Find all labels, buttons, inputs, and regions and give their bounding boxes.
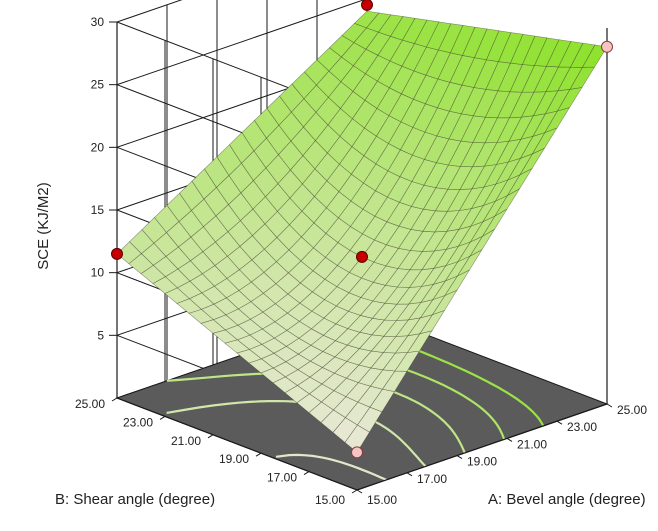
x-tick-label: 19.00 <box>467 455 497 469</box>
surface-cell <box>581 44 608 68</box>
y-tick-label: 25.00 <box>75 397 105 411</box>
design-point <box>356 250 368 263</box>
y-tick-label: 17.00 <box>267 471 297 485</box>
x-tick-mark <box>356 489 363 494</box>
z-tick-label: 20 <box>91 140 105 154</box>
contour-line <box>275 453 387 481</box>
x-tick-label: 17.00 <box>417 472 447 486</box>
y-tick-label: 15.00 <box>315 493 345 507</box>
y-axis-line <box>116 397 358 491</box>
y-tick-mark <box>111 397 118 402</box>
y-tick-mark <box>351 489 358 494</box>
y-tick-label: 19.00 <box>219 452 249 466</box>
x-tick-mark <box>506 437 513 442</box>
design-point <box>601 40 613 53</box>
z-tick-label: 5 <box>97 328 104 342</box>
x-tick-label: 25.00 <box>617 403 647 417</box>
tick-labels: 5 10 15 20 25 30 15.00 17.00 19.00 21.00 23.00 25.0… <box>75 15 647 507</box>
z-tick-label: 15 <box>91 203 105 217</box>
y-tick-label: 21.00 <box>171 434 201 448</box>
x-tick-mark <box>406 472 413 477</box>
x-axis-line <box>356 403 608 491</box>
z-tick-label: 10 <box>91 266 105 280</box>
design-point <box>361 0 373 11</box>
design-point <box>111 247 123 260</box>
response-surface <box>116 10 608 453</box>
x-tick-label: 15.00 <box>367 493 397 507</box>
design-point <box>351 446 363 459</box>
x-tick-label: 23.00 <box>567 420 597 434</box>
z-tick-label: 30 <box>91 15 105 29</box>
x-axis-label: A: Bevel angle (degree) <box>488 491 646 508</box>
y-axis-label: B: Shear angle (degree) <box>55 491 215 508</box>
y-tick-mark <box>159 415 166 420</box>
x-tick-label: 21.00 <box>517 437 547 451</box>
design-points <box>111 0 613 459</box>
z-tick-label: 25 <box>91 78 105 92</box>
y-tick-label: 23.00 <box>123 415 153 429</box>
x-tick-mark <box>456 455 463 460</box>
z-axis-label: SCE (KJ/M2) <box>35 182 52 270</box>
x-tick-mark <box>606 403 613 408</box>
x-tick-mark <box>556 420 563 425</box>
y-tick-mark <box>255 452 262 457</box>
y-tick-mark <box>303 471 310 476</box>
y-tick-mark <box>207 434 214 439</box>
